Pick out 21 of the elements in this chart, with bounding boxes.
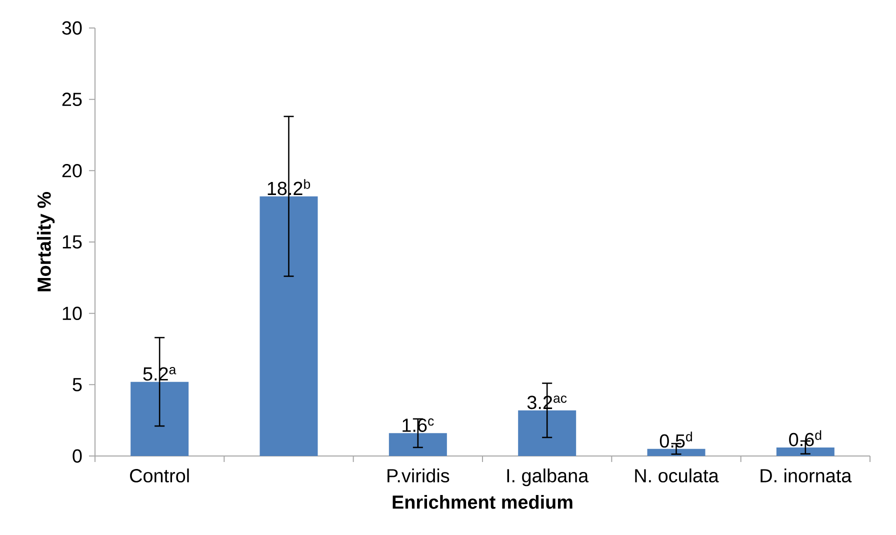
y-tick-label: 15 xyxy=(62,235,82,249)
bar xyxy=(647,448,706,456)
y-tick-label: 20 xyxy=(62,164,82,178)
y-tick-label: 5 xyxy=(72,378,82,392)
x-axis-title: Enrichment medium xyxy=(392,494,572,509)
y-tick-label: 30 xyxy=(62,21,82,35)
bar xyxy=(260,196,318,456)
y-axis-title: Mortality % xyxy=(36,192,55,292)
bar xyxy=(388,433,447,456)
x-tick-label: N. oculata xyxy=(635,468,719,482)
y-tick-label: 0 xyxy=(72,449,82,463)
data-label: 0.5$^{d}$ xyxy=(660,432,692,448)
bar xyxy=(518,410,576,456)
x-tick-label: D. inornata xyxy=(760,468,852,482)
x-tick-label: Control xyxy=(130,468,189,482)
data-label: 0.6$^{d}$ xyxy=(789,430,822,446)
bar xyxy=(776,447,834,456)
x-tick-label: P.viridis xyxy=(388,468,450,482)
x-tick-label: I. galbana xyxy=(507,468,589,486)
y-tick-label: 25 xyxy=(62,92,82,106)
y-tick-label: 10 xyxy=(62,306,82,320)
